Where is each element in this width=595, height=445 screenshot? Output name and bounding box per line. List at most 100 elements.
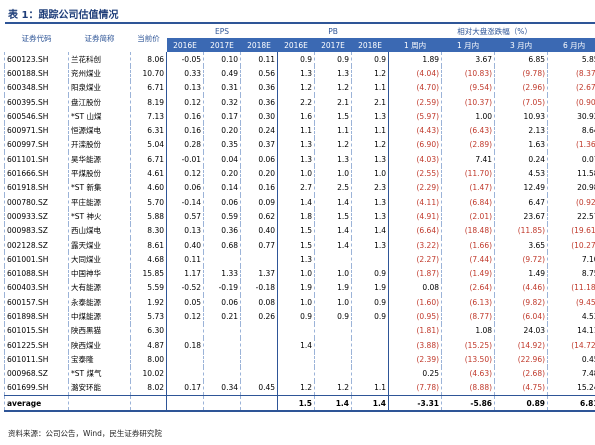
data-row: 600997.SH 开滦股份 5.04 0.28 0.35 0.37 1.3 1.2 1.2 (6… — [4, 137, 595, 153]
cell — [239, 366, 278, 381]
cell: (11.85) — [494, 223, 548, 238]
cell: 000780.SZ — [4, 194, 69, 210]
cell: (4.43) — [388, 123, 442, 138]
cell: 1.4 — [277, 194, 315, 210]
cell: (9.72) — [494, 252, 548, 267]
cell: 8.64 — [547, 123, 595, 138]
cell: (1.87) — [388, 266, 442, 281]
cell: 0.09 — [239, 194, 278, 210]
cell: 0.36 — [203, 223, 241, 238]
cell: (2.27) — [388, 252, 442, 267]
cell: *ST 神火 — [68, 209, 131, 224]
cell: 1.5 — [277, 237, 315, 253]
cell: *ST 山煤 — [68, 109, 131, 124]
cell: (13.50) — [441, 352, 495, 367]
cell: 8.61 — [130, 237, 167, 253]
cell: 盘江股份 — [68, 94, 131, 110]
cell: (11.18) — [547, 280, 595, 296]
header-row: 证券代码 证券简称 当前价 EPS PB 相对大盘涨跌幅（%） — [4, 22, 595, 52]
cell: 601898.SH — [4, 309, 69, 324]
cell: (14.92) — [494, 337, 548, 353]
cell: 宝泰隆 — [68, 352, 131, 367]
cell: 10.02 — [130, 366, 167, 381]
cell: 兰花科创 — [68, 52, 131, 67]
cell: (8.77) — [441, 309, 495, 324]
subheader: 2016E — [166, 38, 204, 52]
cell: 2.1 — [351, 94, 389, 110]
cell: 7.41 — [441, 152, 495, 167]
cell: (9.45) — [547, 295, 595, 310]
cell: 600971.SH — [4, 123, 69, 138]
cell: 1.0 — [277, 295, 315, 310]
cell: 8.30 — [130, 223, 167, 238]
cell — [239, 323, 278, 338]
data-row: 002128.SZ 露天煤业 8.61 0.40 0.68 0.77 1.5 1.4 1.3 (3… — [4, 237, 595, 253]
cell: 1.3 — [351, 194, 389, 210]
cell: 0.24 — [239, 123, 278, 138]
data-row: 000780.SZ 平庄能源 5.70 -0.14 0.06 0.09 1.4 1.4 1.3(… — [4, 194, 595, 210]
cell: 1.0 — [277, 266, 315, 281]
data-row: 601918.SH *ST 新集 4.60 0.06 0.14 0.16 2.7 2.5 2.3… — [4, 180, 595, 195]
cell: 4.60 — [130, 180, 167, 195]
cell: 1.1 — [351, 80, 389, 95]
cell — [203, 352, 241, 367]
cell: 1.0 — [314, 266, 352, 281]
cell: 陕西黑猫 — [68, 323, 131, 338]
cell: 0.9 — [351, 295, 389, 310]
cell: 1.4 — [314, 194, 352, 210]
cell: 10.70 — [130, 66, 167, 81]
cell — [203, 252, 241, 267]
cell: 0.24 — [494, 152, 548, 167]
cell: (4.03) — [388, 152, 442, 167]
cell: 0.77 — [239, 237, 278, 253]
data-row: 600157.SH 永泰能源 1.92 0.05 0.06 0.08 1.0 1.0 0.9 (1… — [4, 295, 595, 310]
cell: 1.4 — [277, 337, 315, 353]
cell: 0.9 — [351, 309, 389, 324]
cell: 1.5 — [314, 109, 352, 124]
cell: 1.4 — [351, 395, 389, 413]
cell — [166, 395, 204, 413]
cell: 2.2 — [277, 94, 315, 110]
cell: 1.4 — [314, 395, 352, 413]
cell: 0.13 — [166, 80, 204, 95]
cell: -0.14 — [166, 194, 204, 210]
cell: 0.62 — [239, 209, 278, 224]
cell — [351, 352, 389, 367]
cell: 600188.SH — [4, 66, 69, 81]
col-header: EPS — [166, 22, 278, 38]
cell: 中煤能源 — [68, 309, 131, 324]
cell: 0.06 — [203, 194, 241, 210]
cell: 6.81 — [547, 395, 595, 413]
cell: (2.39) — [388, 352, 442, 367]
cell: 5.59 — [130, 280, 167, 296]
cell: (11.70) — [441, 166, 495, 181]
cell: 0.49 — [203, 66, 241, 81]
cell: 0.13 — [166, 223, 204, 238]
cell: 0.26 — [239, 309, 278, 324]
cell: 0.04 — [203, 152, 241, 167]
cell: 大同煤业 — [68, 252, 131, 267]
cell: 000983.SZ — [4, 223, 69, 238]
cell: (2.55) — [388, 166, 442, 181]
data-row: 601088.SH 中国神华 15.85 1.17 1.33 1.37 1.0 1.0 0.9(… — [4, 266, 595, 281]
cell: 7.10 — [547, 252, 595, 267]
cell: 1.3 — [351, 109, 389, 124]
cell: 1.3 — [277, 66, 315, 81]
cell: 中国神华 — [68, 266, 131, 281]
cell: 8.75 — [547, 266, 595, 281]
cell: 600997.SH — [4, 137, 69, 153]
cell — [203, 366, 241, 381]
cell: 1.3 — [351, 209, 389, 224]
table-body: 600123.SH 兰花科创 8.06 -0.05 0.10 0.11 0.9 0.9 0.9 1… — [4, 52, 595, 413]
cell: (19.61) — [547, 223, 595, 238]
cell: 8.00 — [130, 352, 167, 367]
cell: 1.49 — [494, 266, 548, 281]
cell: 601699.SH — [4, 380, 69, 396]
cell: (22.96) — [494, 352, 548, 367]
cell: 8.06 — [130, 52, 167, 67]
cell: 601015.SH — [4, 323, 69, 338]
cell — [314, 366, 352, 381]
cell: 1.4 — [314, 237, 352, 253]
cell — [166, 323, 204, 338]
